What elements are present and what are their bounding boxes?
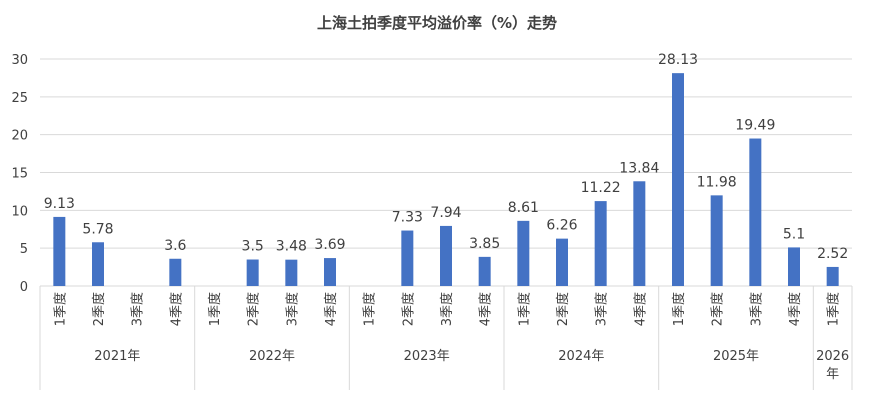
data-label: 11.98 bbox=[697, 174, 737, 190]
y-tick-label: 5 bbox=[20, 242, 28, 257]
bar bbox=[246, 259, 259, 286]
x-tick-label: 2季度 bbox=[710, 292, 726, 326]
y-tick-label: 10 bbox=[11, 204, 28, 219]
data-label: 13.84 bbox=[619, 160, 659, 176]
bar bbox=[285, 259, 298, 286]
bar bbox=[556, 238, 568, 286]
x-tick-label: 2季度 bbox=[400, 292, 416, 326]
x-tick-label: 1季度 bbox=[52, 292, 68, 326]
bar bbox=[633, 181, 646, 286]
bar bbox=[478, 256, 491, 286]
x-tick-label: 3季度 bbox=[748, 292, 764, 326]
data-label: 7.33 bbox=[392, 210, 423, 226]
data-label: 7.94 bbox=[430, 205, 461, 221]
group-label: 2023年 bbox=[404, 349, 450, 364]
chart-title: 上海土拍季度平均溢价率（%）走势 bbox=[317, 14, 557, 32]
y-axis-ticks: 0 5 10 15 20 25 30 bbox=[11, 53, 28, 295]
bar bbox=[53, 216, 66, 286]
bar bbox=[440, 225, 452, 286]
x-axis: 1季度 2季度 3季度 4季度 1季度 2季度 3季度 4季度 1季度 2季度 3季度 4季度 1季度 2… bbox=[39, 286, 853, 390]
bar bbox=[749, 138, 762, 286]
bar bbox=[92, 242, 104, 286]
bar bbox=[672, 73, 684, 287]
x-tick-label: 1季度 bbox=[826, 292, 842, 326]
x-tick-label: 1季度 bbox=[207, 292, 223, 326]
bar bbox=[710, 195, 723, 286]
x-tick-label: 1季度 bbox=[671, 292, 687, 326]
data-label: 3.69 bbox=[314, 237, 345, 253]
y-tick-label: 25 bbox=[11, 91, 28, 106]
x-tick-label: 4季度 bbox=[787, 292, 803, 326]
data-labels: 9.13 5.78 3.6 3.5 3.48 3.69 7.33 7.94 3.85 8.61 6.… bbox=[44, 52, 849, 262]
x-tick-label: 3季度 bbox=[284, 292, 300, 326]
data-label: 5.1 bbox=[783, 226, 805, 242]
bars bbox=[53, 73, 839, 287]
group-label: 2024年 bbox=[558, 349, 604, 364]
data-label: 2.52 bbox=[817, 246, 848, 262]
x-tick-label: 2季度 bbox=[91, 292, 107, 326]
bar bbox=[517, 220, 530, 286]
data-label: 3.5 bbox=[242, 239, 264, 255]
data-label: 11.22 bbox=[581, 180, 621, 196]
group-label: 2025年 bbox=[713, 349, 759, 364]
x-tick-label: 4季度 bbox=[168, 292, 184, 326]
group-label: 2022年 bbox=[249, 349, 295, 364]
gridlines bbox=[40, 58, 852, 287]
x-tick-label: 2季度 bbox=[246, 292, 262, 326]
x-tick-label: 2季度 bbox=[555, 292, 571, 326]
x-tick-label: 3季度 bbox=[594, 292, 610, 326]
data-label: 19.49 bbox=[735, 118, 775, 134]
data-label: 5.78 bbox=[82, 221, 113, 237]
bar bbox=[826, 266, 839, 286]
bar bbox=[169, 258, 182, 286]
x-tick-label: 3季度 bbox=[439, 292, 455, 326]
y-tick-label: 30 bbox=[11, 53, 28, 68]
bar bbox=[401, 230, 414, 286]
data-label: 3.6 bbox=[164, 238, 186, 254]
x-tick-label: 3季度 bbox=[130, 292, 146, 326]
bar bbox=[594, 201, 607, 286]
group-label: 2021年 bbox=[94, 349, 140, 364]
x-tick-label: 4季度 bbox=[478, 292, 494, 326]
data-label: 3.85 bbox=[469, 236, 500, 252]
bar bbox=[788, 247, 800, 286]
x-tick-label: 4季度 bbox=[632, 292, 648, 326]
group-label: 2026 年 bbox=[816, 349, 849, 382]
data-label: 6.26 bbox=[546, 218, 577, 234]
data-label: 3.48 bbox=[276, 239, 307, 255]
data-label: 28.13 bbox=[658, 52, 698, 68]
data-label: 9.13 bbox=[44, 196, 75, 212]
y-tick-label: 15 bbox=[11, 167, 28, 182]
x-tick-label: 1季度 bbox=[516, 292, 532, 326]
bar bbox=[324, 258, 336, 286]
x-tick-label: 1季度 bbox=[362, 292, 378, 326]
x-tick-label: 4季度 bbox=[323, 292, 339, 326]
y-tick-label: 0 bbox=[20, 280, 28, 295]
data-label: 8.61 bbox=[508, 200, 539, 216]
y-tick-label: 20 bbox=[11, 129, 28, 144]
